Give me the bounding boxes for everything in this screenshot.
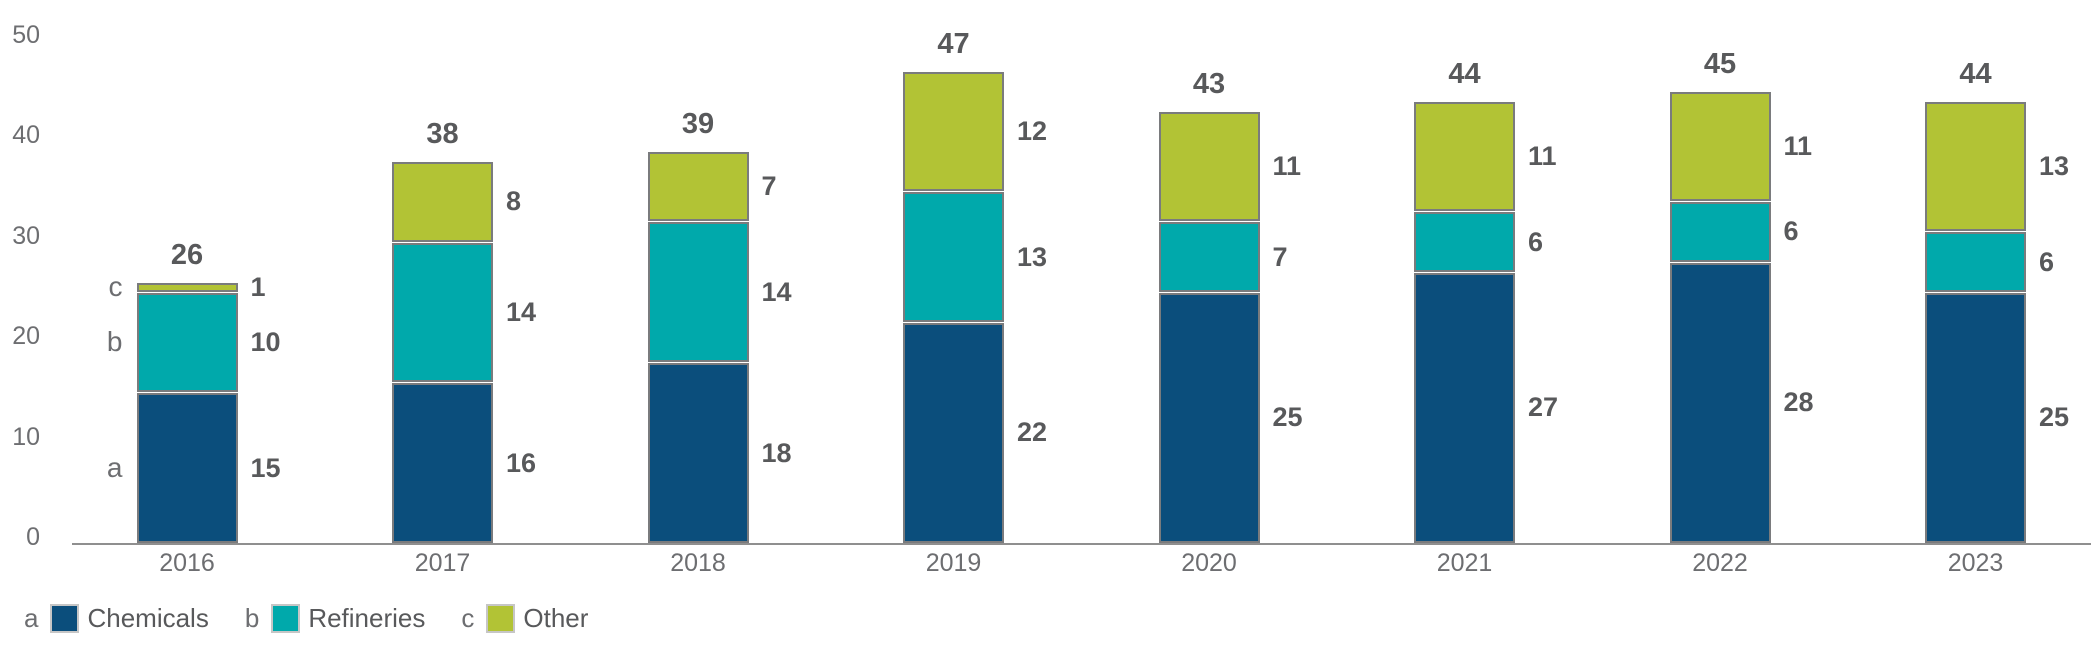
bar-total-label: 38 bbox=[426, 118, 459, 151]
bar-2023 bbox=[1925, 101, 2026, 543]
bar-segment-b bbox=[903, 192, 1004, 322]
x-axis-label-2019: 2019 bbox=[925, 549, 982, 577]
x-axis-label-2020: 2020 bbox=[1181, 549, 1237, 577]
bar-2020 bbox=[1158, 111, 1260, 543]
bar-segment-a bbox=[1158, 292, 1260, 543]
y-axis-tick-label: 20 bbox=[12, 322, 40, 350]
bar-2017 bbox=[392, 162, 493, 543]
y-axis-tick-label: 50 bbox=[12, 20, 40, 49]
bar-segment-b bbox=[392, 242, 493, 383]
segment-value-label-b: 14 bbox=[761, 276, 792, 307]
bar-segment-c bbox=[392, 162, 493, 242]
series-letter-c: c bbox=[108, 270, 123, 302]
x-axis-label-2023: 2023 bbox=[1947, 549, 2004, 577]
bar-2021 bbox=[1414, 101, 1515, 543]
legend-item-chemicals: a Chemicals bbox=[24, 603, 209, 634]
y-axis-tick-label: 0 bbox=[26, 523, 40, 551]
legend-item-other: c Other bbox=[461, 603, 588, 634]
segment-value-label-b: 6 bbox=[1783, 216, 1799, 247]
segment-value-label-c: 8 bbox=[506, 186, 522, 217]
segment-value-label-c: 11 bbox=[1272, 151, 1302, 182]
bar-segment-b bbox=[647, 222, 749, 363]
bar-total-label: 45 bbox=[1703, 47, 1737, 80]
legend-letter: a bbox=[24, 602, 39, 633]
bar-total-label: 43 bbox=[1192, 67, 1226, 100]
series-letter-a: a bbox=[106, 451, 123, 483]
legend-swatch-refineries bbox=[271, 603, 301, 633]
legend-label: Refineries bbox=[308, 602, 426, 633]
segment-value-label-a: 16 bbox=[506, 447, 537, 478]
segment-value-label-a: 25 bbox=[1272, 402, 1303, 433]
segment-value-label-c: 11 bbox=[1783, 131, 1813, 162]
segment-value-label-b: 14 bbox=[506, 296, 537, 327]
x-axis-line bbox=[72, 543, 2091, 545]
bar-segment-a bbox=[647, 363, 749, 543]
segment-value-label-c: 12 bbox=[1017, 115, 1048, 146]
segment-value-label-a: 28 bbox=[1783, 387, 1814, 418]
legend-letter: c bbox=[461, 602, 475, 633]
bar-segment-a bbox=[1669, 262, 1771, 543]
x-axis-label-2016: 2016 bbox=[159, 549, 215, 577]
segment-value-label-c: 13 bbox=[2039, 151, 2070, 182]
legend-label: Other bbox=[523, 602, 589, 633]
segment-value-label-b: 13 bbox=[1017, 241, 1048, 272]
segment-value-label-a: 22 bbox=[1017, 417, 1048, 448]
segment-value-label-c: 1 bbox=[250, 271, 266, 302]
bar-total-label: 44 bbox=[1959, 57, 1992, 90]
segment-value-label-a: 18 bbox=[761, 437, 792, 468]
bar-segment-a bbox=[392, 383, 493, 543]
series-letter-b: b bbox=[106, 326, 123, 357]
bar-segment-c bbox=[1925, 101, 2026, 232]
bar-segment-c bbox=[647, 152, 749, 222]
legend-swatch-chemicals bbox=[50, 603, 80, 633]
bar-segment-c bbox=[136, 282, 238, 292]
x-axis-label-2021: 2021 bbox=[1436, 549, 1493, 577]
bar-segment-b bbox=[1925, 232, 2026, 292]
bar-segment-b bbox=[1414, 212, 1515, 272]
bar-total-label: 44 bbox=[1448, 57, 1481, 90]
bar-total-label: 39 bbox=[681, 108, 715, 141]
segment-value-label-a: 15 bbox=[250, 452, 281, 483]
legend-item-refineries: b Refineries bbox=[244, 602, 426, 634]
bar-segment-a bbox=[1925, 292, 2026, 543]
y-axis-tick-label: 10 bbox=[12, 422, 40, 451]
bar-total-label: 26 bbox=[170, 238, 204, 271]
bar-segment-b bbox=[1158, 222, 1260, 292]
y-axis-tick-label: 30 bbox=[12, 221, 40, 250]
bar-2016 bbox=[136, 282, 238, 543]
bar-segment-b bbox=[136, 292, 238, 393]
segment-value-label-b: 6 bbox=[1528, 226, 1544, 257]
bar-segment-c bbox=[1414, 101, 1515, 212]
x-axis-label-2018: 2018 bbox=[670, 549, 726, 577]
legend-letter: b bbox=[244, 602, 260, 633]
y-axis-tick-label: 40 bbox=[12, 121, 40, 149]
bar-total-label: 47 bbox=[937, 27, 970, 60]
legend-label: Chemicals bbox=[87, 602, 209, 633]
bar-2022 bbox=[1669, 91, 1771, 543]
bar-2018 bbox=[647, 152, 749, 543]
segment-value-label-b: 7 bbox=[1272, 241, 1288, 272]
segment-value-label-c: 7 bbox=[761, 171, 777, 202]
x-axis-label-2022: 2022 bbox=[1692, 549, 1748, 577]
segment-value-label-b: 6 bbox=[2039, 246, 2055, 277]
bar-2019 bbox=[903, 71, 1004, 543]
bar-segment-c bbox=[1669, 91, 1771, 202]
bar-segment-b bbox=[1669, 202, 1771, 262]
segment-value-label-c: 11 bbox=[1528, 141, 1557, 172]
bar-segment-c bbox=[903, 71, 1004, 192]
segment-value-label-a: 27 bbox=[1528, 392, 1559, 423]
legend-swatch-other bbox=[486, 603, 516, 633]
x-axis-label-2017: 2017 bbox=[414, 549, 471, 577]
bar-segment-a bbox=[1414, 272, 1515, 543]
bar-segment-a bbox=[136, 393, 238, 543]
segment-value-label-a: 25 bbox=[2039, 402, 2070, 433]
segment-value-label-b: 10 bbox=[250, 327, 281, 357]
bar-segment-a bbox=[903, 322, 1004, 543]
bar-segment-c bbox=[1158, 111, 1260, 222]
legend: a Chemicals b Refineries c Other bbox=[24, 601, 624, 635]
